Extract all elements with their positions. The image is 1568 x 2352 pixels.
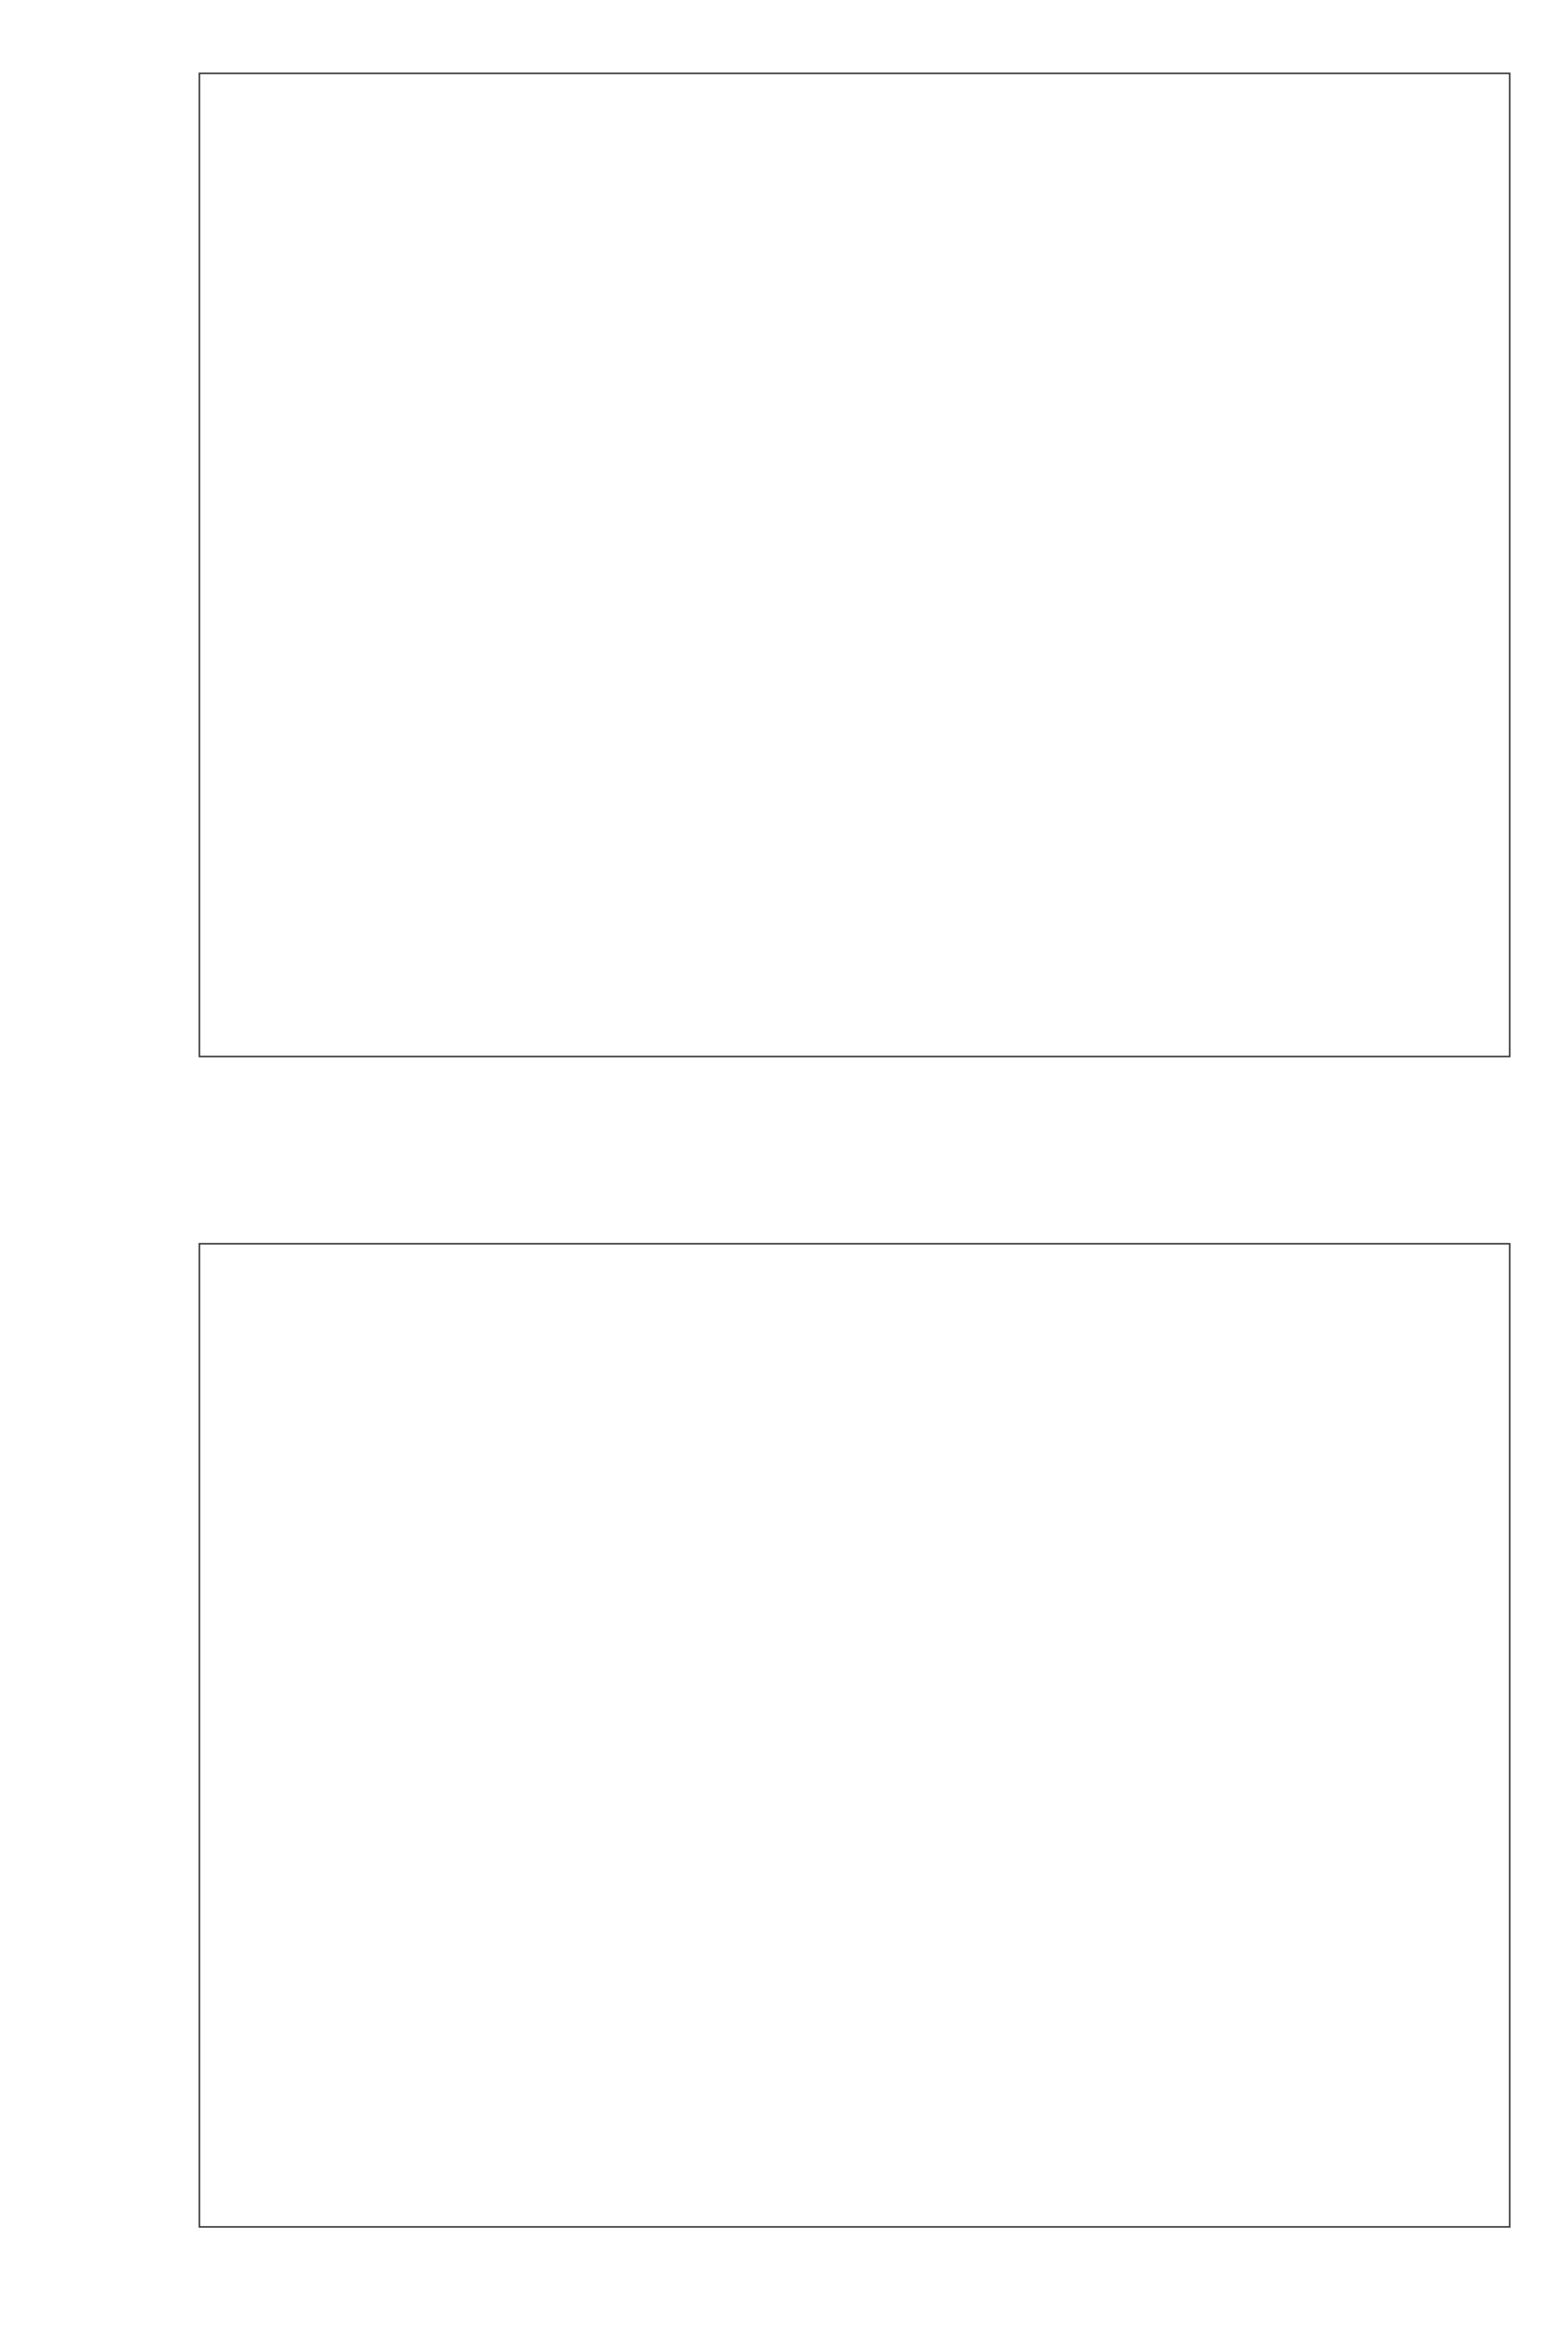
bottom-plot-panel: [198, 1243, 1511, 2228]
chart-days: [198, 1243, 1511, 2228]
chart-dates: [198, 72, 1511, 1057]
top-plot-panel: [198, 72, 1511, 1057]
